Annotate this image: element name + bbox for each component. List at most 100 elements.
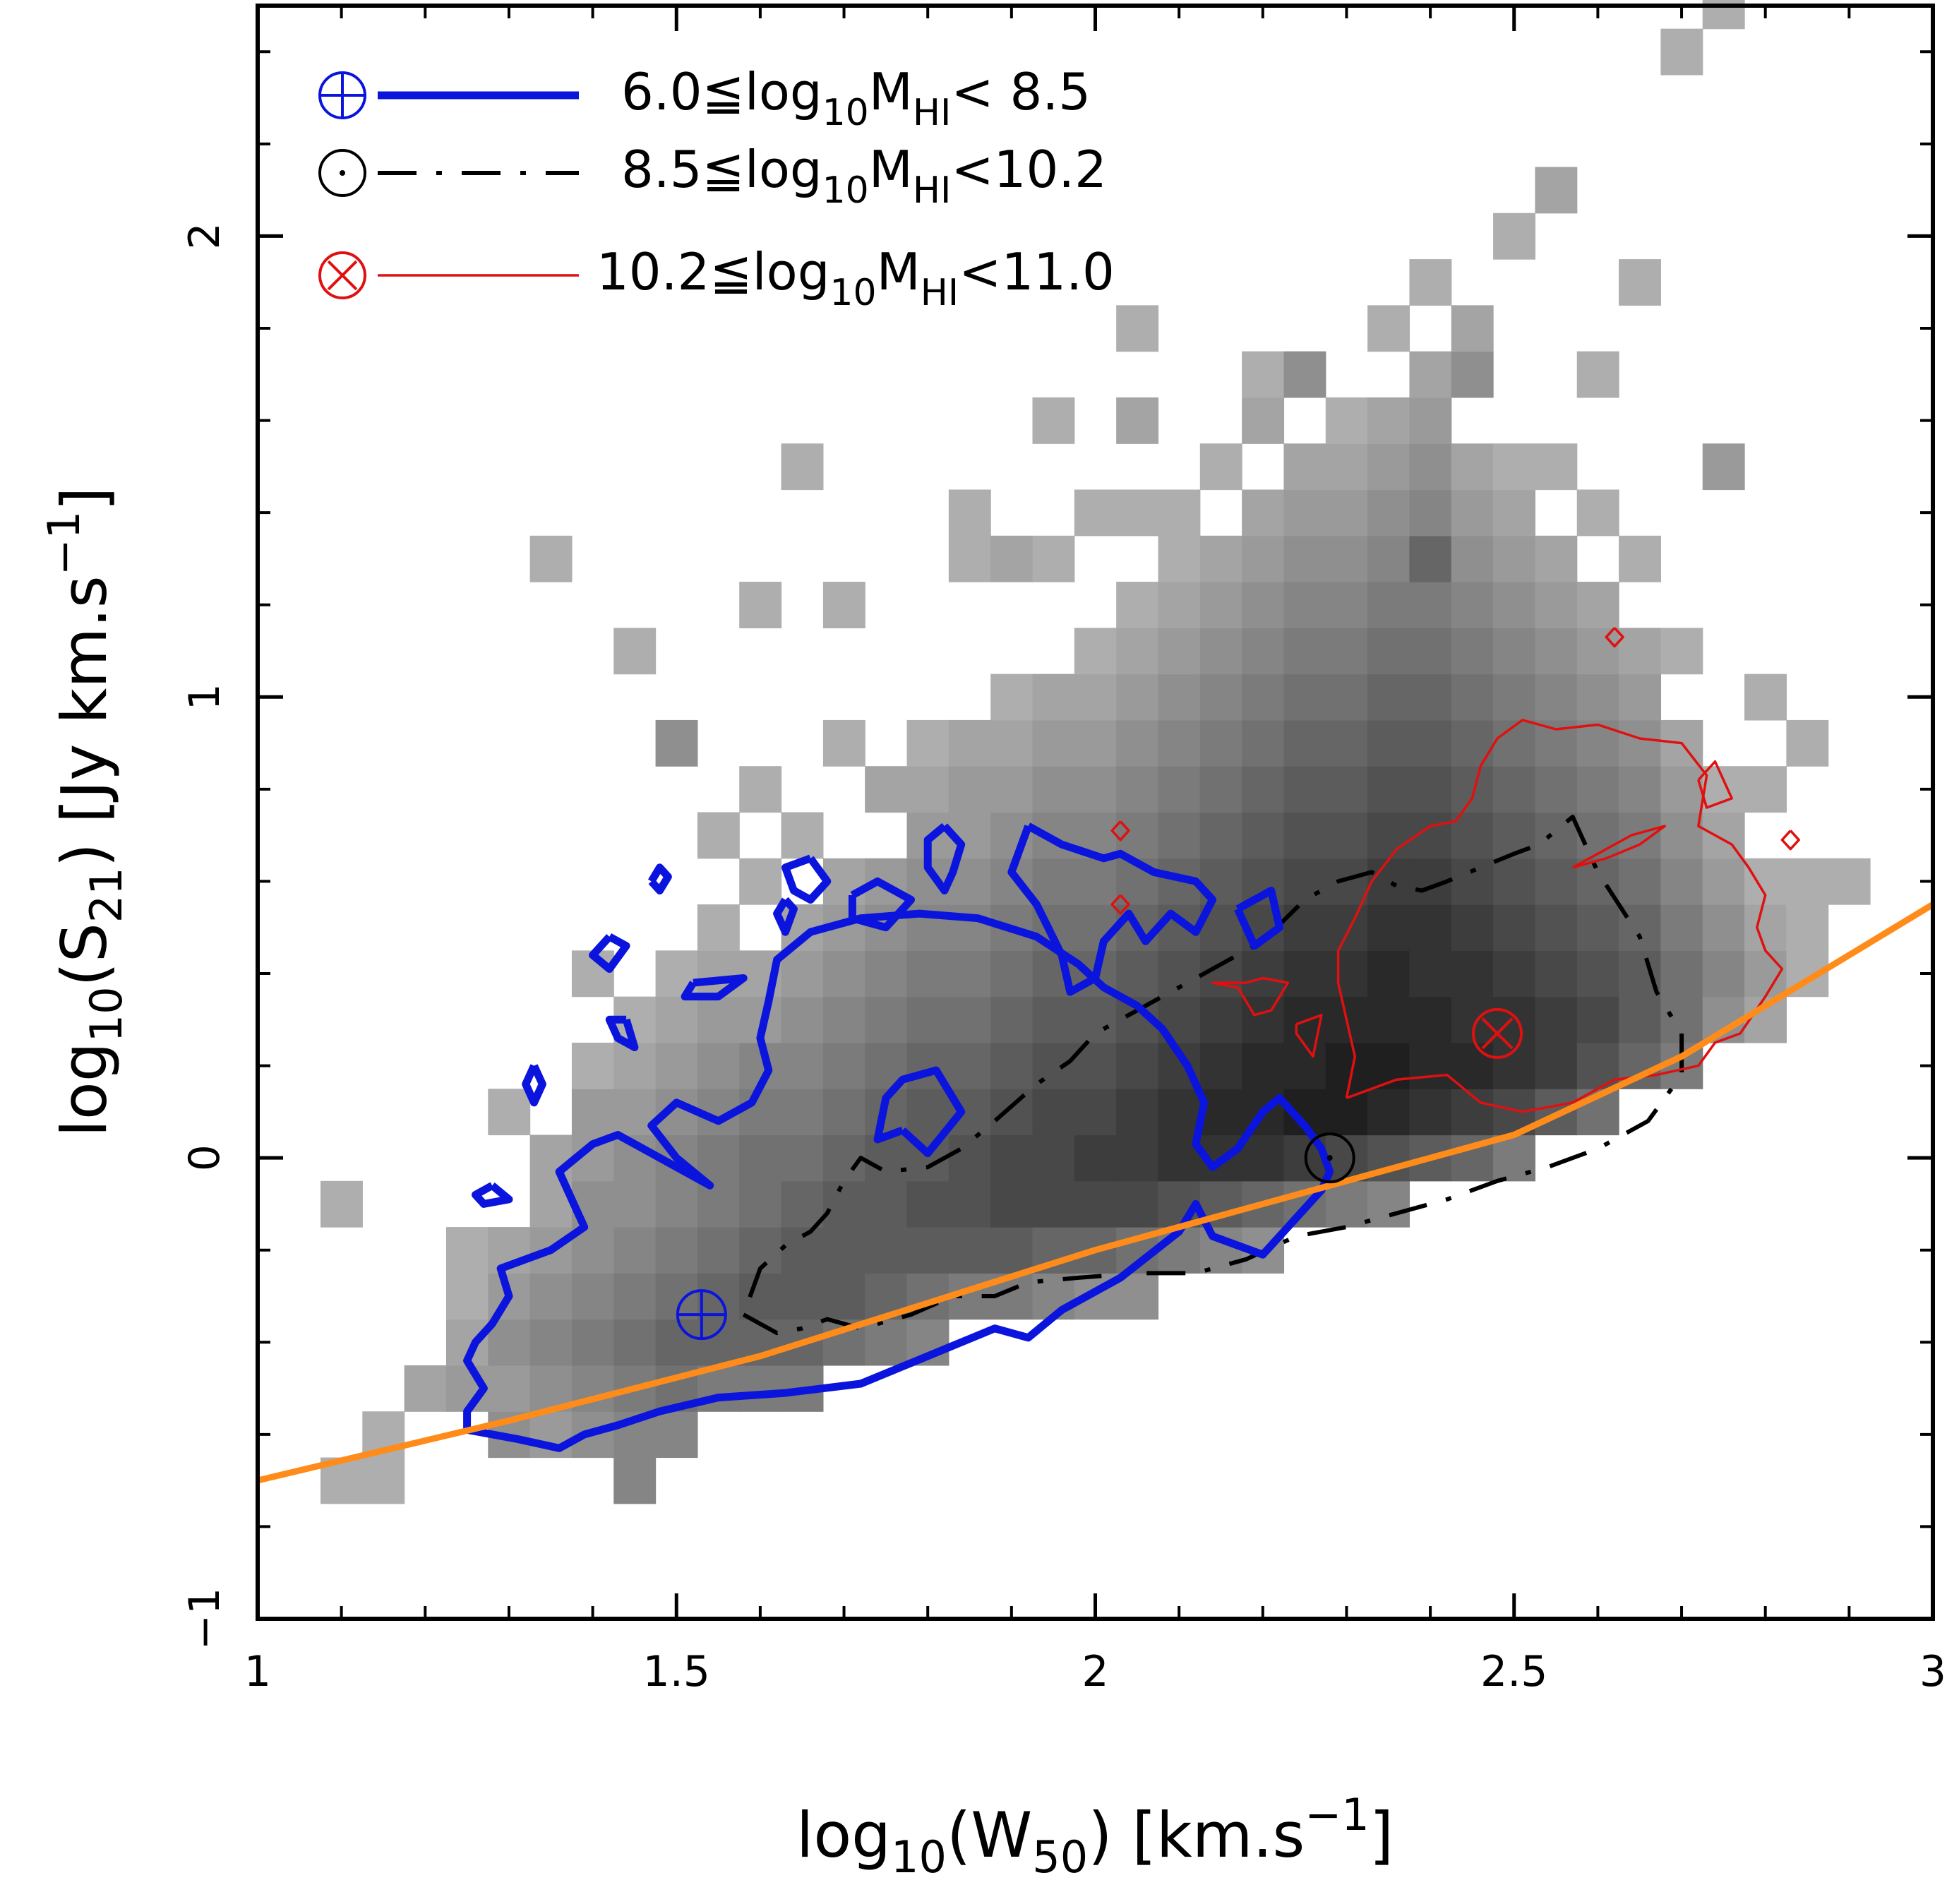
contour-thin-solid xyxy=(1780,830,1800,851)
heatmap-cell xyxy=(1158,535,1201,582)
heatmap-cell xyxy=(822,1273,865,1320)
heatmap-cell xyxy=(1535,535,1578,582)
heatmap-cell xyxy=(1325,628,1368,675)
heatmap-cell xyxy=(1367,628,1410,675)
heatmap-cell xyxy=(1032,1042,1075,1089)
heatmap-cell xyxy=(1367,443,1410,491)
heatmap-cell xyxy=(1283,673,1326,721)
heatmap-cell xyxy=(1283,489,1326,537)
heatmap-cell xyxy=(1451,812,1494,859)
heatmap-cell xyxy=(697,1227,740,1274)
heatmap-cell xyxy=(1535,443,1578,491)
heatmap-cell xyxy=(822,582,865,628)
heatmap-cell xyxy=(1493,950,1536,998)
heatmap-cell xyxy=(822,950,865,998)
heatmap-cell xyxy=(990,535,1034,582)
heatmap-cell xyxy=(1619,766,1661,813)
heatmap-cell xyxy=(1451,1042,1494,1089)
heatmap-cell xyxy=(1576,904,1619,951)
heatmap-cell xyxy=(655,996,698,1043)
heatmap-cell xyxy=(1199,628,1242,675)
x-tick-label: 1.5 xyxy=(643,1647,710,1696)
heatmap-cell xyxy=(1409,904,1452,951)
heatmap-cell xyxy=(865,950,908,998)
heatmap-cell xyxy=(1535,904,1578,951)
contour-thick-solid xyxy=(1234,887,1283,950)
contour-thick-solid xyxy=(522,1064,546,1107)
heatmap-cell xyxy=(1283,351,1326,398)
heatmap-cell xyxy=(865,1134,908,1182)
heatmap-cell xyxy=(822,1227,865,1274)
heatmap-cell xyxy=(1283,858,1326,905)
heatmap-cell xyxy=(1199,1089,1242,1136)
heatmap-cell xyxy=(1367,812,1410,859)
heatmap-cell xyxy=(488,1365,531,1412)
heatmap-cell xyxy=(1702,858,1745,905)
heatmap-cell xyxy=(1158,766,1201,813)
contour-thick-solid xyxy=(873,1066,966,1158)
contour-thick-solid xyxy=(463,909,1334,1452)
heatmap-cell xyxy=(1535,858,1578,905)
heatmap-cell xyxy=(948,904,991,951)
heatmap-cell xyxy=(781,1089,824,1136)
heatmap-cell xyxy=(404,1365,447,1412)
heatmap-cell xyxy=(1283,719,1326,767)
heatmap-cell xyxy=(1242,628,1285,675)
heatmap-cell xyxy=(571,1273,614,1320)
heatmap-cell xyxy=(1242,397,1285,444)
heatmap-cell xyxy=(1451,858,1494,905)
heatmap-cell xyxy=(1116,766,1159,813)
heatmap-cell xyxy=(1242,719,1285,767)
heatmap-cell xyxy=(1242,673,1285,721)
heatmap-cell xyxy=(1451,582,1494,628)
heatmap-cell xyxy=(1116,1180,1159,1228)
heatmap-cell xyxy=(488,1089,531,1136)
heatmap-cell xyxy=(1660,812,1703,859)
heatmap-cell xyxy=(1325,719,1368,767)
heatmap-cell xyxy=(1409,535,1452,582)
heatmap-cell xyxy=(1074,628,1117,675)
contour-thin-solid xyxy=(1336,719,1784,1113)
legend-label: 10.2≦log10MHI<11.0 xyxy=(597,242,1115,314)
contour-thick-solid xyxy=(1007,822,1217,996)
heatmap-cell xyxy=(1158,812,1201,859)
contour-thick-solid xyxy=(647,863,672,894)
heatmap-cell xyxy=(865,1319,908,1366)
heatmap-cell xyxy=(1074,719,1117,767)
heatmap-cell xyxy=(1116,673,1159,721)
heatmap-cell xyxy=(1576,351,1619,398)
heatmap-cell xyxy=(1786,904,1829,951)
heatmap-cell xyxy=(1660,950,1703,998)
heatmap-cell xyxy=(529,1134,573,1182)
heatmap-cell xyxy=(1325,443,1368,491)
heatmap-cell xyxy=(1702,443,1745,491)
median-circle-cross xyxy=(1472,1007,1523,1059)
heatmap-cell xyxy=(1409,1089,1452,1136)
heatmap-cell xyxy=(1199,673,1242,721)
contour-thin-solid xyxy=(1295,1014,1323,1058)
heatmap-cell xyxy=(697,1180,740,1228)
heatmap-cell xyxy=(571,1089,614,1136)
heatmap-cell xyxy=(1660,628,1703,675)
heatmap-cell xyxy=(1325,812,1368,859)
heatmap-cell xyxy=(948,719,991,767)
heatmap-cell xyxy=(1158,1089,1201,1136)
heatmap-cell xyxy=(529,1319,573,1366)
heatmap-cell xyxy=(1409,259,1452,306)
heatmap-cell xyxy=(1619,673,1661,721)
heatmap-cell xyxy=(697,1134,740,1182)
heatmap-cell xyxy=(1367,535,1410,582)
heatmap-cell xyxy=(1535,167,1578,214)
heatmap-cell xyxy=(1493,212,1536,260)
contour-thick-solid xyxy=(589,933,630,973)
heatmap-cell xyxy=(1032,1180,1075,1228)
heatmap-cell xyxy=(1032,397,1075,444)
heatmap-cell xyxy=(1074,858,1117,905)
contour-thin-solid xyxy=(1110,820,1130,842)
heatmap-cell xyxy=(1242,1042,1285,1089)
heatmap-cell xyxy=(697,996,740,1043)
heatmap-cell xyxy=(1535,582,1578,628)
x-tick-label: 1 xyxy=(244,1647,271,1696)
heatmap-cell xyxy=(1242,489,1285,537)
heatmap-cell xyxy=(948,950,991,998)
